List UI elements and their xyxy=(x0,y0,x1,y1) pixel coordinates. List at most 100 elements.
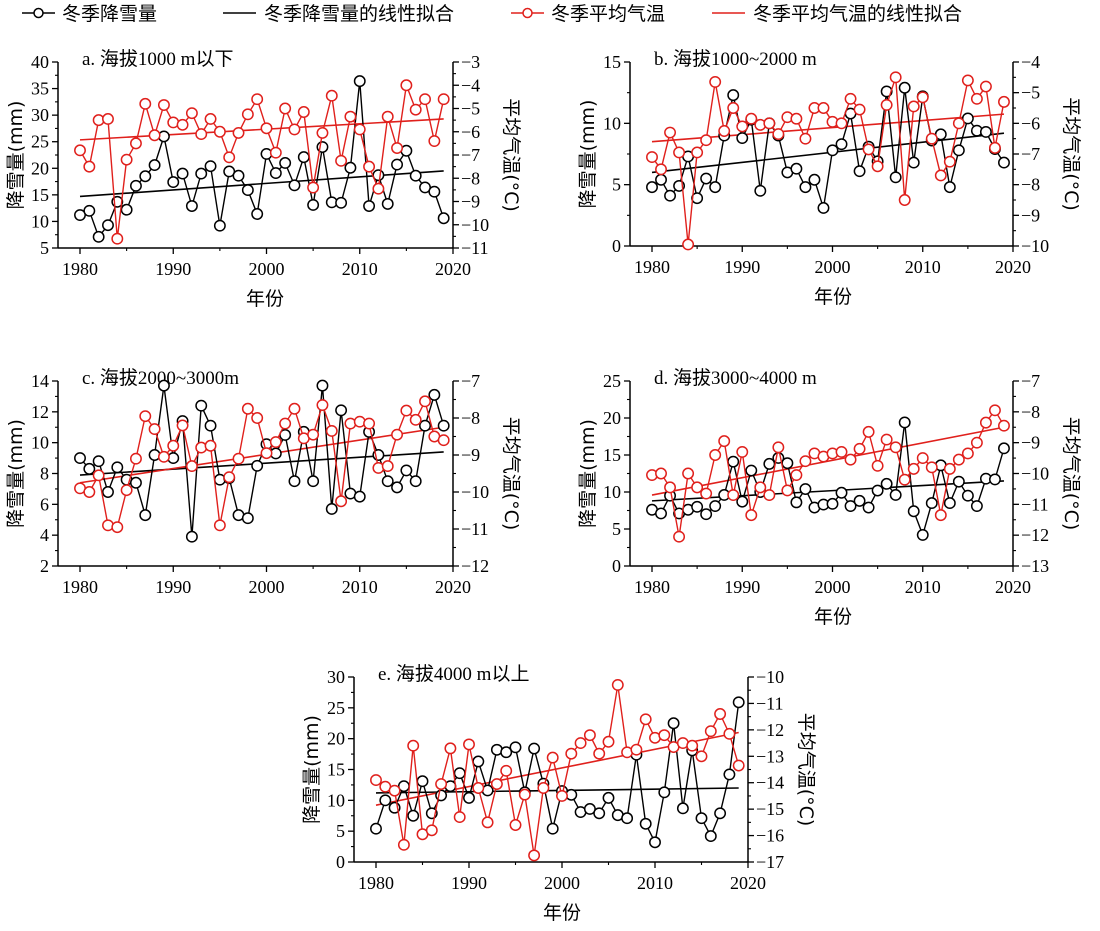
temperature-point xyxy=(518,788,531,801)
x-tick-label: 2010 xyxy=(905,577,941,597)
snowfall-point xyxy=(325,503,338,515)
temperature-point xyxy=(565,747,578,760)
snowfall-point xyxy=(120,203,133,216)
temperature-point xyxy=(925,132,938,145)
snowfall-point xyxy=(130,476,142,489)
temperature-point xyxy=(157,99,170,111)
temperature-point xyxy=(691,481,704,494)
temperature-point xyxy=(232,126,245,139)
temperature-point xyxy=(335,154,348,167)
temperature-point xyxy=(472,782,485,794)
temperature-point xyxy=(970,436,983,449)
snowfall-point xyxy=(952,144,965,157)
x-axis-title: 年份 xyxy=(543,902,581,924)
left-tick-label: 10 xyxy=(31,433,49,453)
left-tick-label: 5 xyxy=(40,238,49,258)
temperature-point xyxy=(185,460,198,473)
right-tick-label: −10 xyxy=(1021,236,1049,256)
snowfall-point xyxy=(621,812,634,825)
temperature-point xyxy=(453,811,466,824)
snowfall-point xyxy=(269,167,282,180)
left-tick-label: 15 xyxy=(603,445,621,465)
temperature-point xyxy=(213,125,226,138)
left-tick-label: 6 xyxy=(40,494,49,514)
snowfall-point xyxy=(437,419,450,432)
temperature-point xyxy=(83,160,96,173)
temperature-point xyxy=(844,92,857,105)
snowfall-point xyxy=(195,399,208,412)
temperature-point xyxy=(83,486,96,498)
snowfall-point xyxy=(655,173,667,186)
panel-b: 0 5 10 15 −10 −9 −8 −7 −6 −5 −4 1980 1990 2000 2010 202… xyxy=(577,48,1082,308)
temperature-point xyxy=(695,750,708,763)
temperature-point xyxy=(700,134,713,147)
temperature-point xyxy=(241,108,254,121)
temperature-point xyxy=(835,117,848,130)
temperature-point xyxy=(630,743,643,756)
right-tick-label: −5 xyxy=(461,99,480,119)
left-tick-label: 10 xyxy=(603,482,621,502)
x-tick-label: 2010 xyxy=(905,257,941,277)
temperature-point xyxy=(682,238,695,251)
temperature-point xyxy=(772,128,785,141)
right-axis-title: 平均气温(°C) xyxy=(500,98,522,212)
snowfall-point xyxy=(400,464,413,477)
temperature-point xyxy=(419,93,431,106)
temperature-point xyxy=(344,417,357,430)
x-tick-label: 2000 xyxy=(544,873,580,893)
right-tick-label: −3 xyxy=(461,52,480,72)
temperature-point xyxy=(727,489,740,502)
temperature-point xyxy=(74,144,86,157)
temperature-point xyxy=(934,169,947,182)
temperature-point xyxy=(279,417,292,430)
temperature-point xyxy=(269,436,282,448)
temperature-point xyxy=(961,74,974,87)
left-tick-label: 14 xyxy=(31,371,49,391)
snowfall-point xyxy=(251,208,264,220)
right-tick-label: −16 xyxy=(756,826,784,846)
temperature-point xyxy=(500,764,513,777)
x-tick-label: 1980 xyxy=(62,259,98,279)
right-tick-label: −17 xyxy=(756,852,784,872)
x-tick-label: 2010 xyxy=(342,577,378,597)
snowfall-point xyxy=(835,138,848,151)
snowfall-point xyxy=(646,181,658,194)
left-tick-label: 25 xyxy=(603,371,621,391)
snowfall-point xyxy=(297,151,310,164)
temperature-point xyxy=(970,92,983,105)
temperature-point xyxy=(437,93,450,106)
snowfall-point xyxy=(83,462,96,475)
temperature-point xyxy=(397,838,410,851)
snowfall-point xyxy=(509,741,522,754)
snowfall-point xyxy=(790,162,803,175)
temperature-point xyxy=(943,155,956,168)
right-tick-label: −8 xyxy=(461,408,480,428)
temperature-point xyxy=(307,181,320,194)
right-axis-title: 平均气温(°C) xyxy=(1060,97,1082,211)
snowfall-point xyxy=(835,486,848,499)
x-tick-label: 1990 xyxy=(155,259,191,279)
left-tick-label: 15 xyxy=(31,185,49,205)
temperature-point xyxy=(799,455,812,468)
temperature-point xyxy=(916,452,929,465)
temperature-point xyxy=(111,232,124,245)
right-tick-label: −12 xyxy=(1021,525,1049,545)
snowfall-point xyxy=(148,449,161,461)
snowfall-point xyxy=(727,455,740,468)
temperature-point xyxy=(139,410,152,423)
snowfall-point xyxy=(704,830,717,843)
temperature-point xyxy=(425,824,438,837)
snowfall-point xyxy=(889,489,902,501)
snowfall-point xyxy=(307,475,320,488)
right-tick-label: −9 xyxy=(1021,205,1040,225)
temperature-point xyxy=(817,102,830,114)
temperature-point xyxy=(593,747,606,760)
snowfall-point xyxy=(102,486,114,498)
left-tick-label: 10 xyxy=(327,790,345,810)
snowfall-point xyxy=(700,508,713,521)
snowfall-point xyxy=(139,170,152,183)
snowfall-point xyxy=(583,803,596,815)
temperature-point xyxy=(139,97,152,110)
temperature-point xyxy=(176,419,189,432)
temperature-line xyxy=(651,77,1005,245)
